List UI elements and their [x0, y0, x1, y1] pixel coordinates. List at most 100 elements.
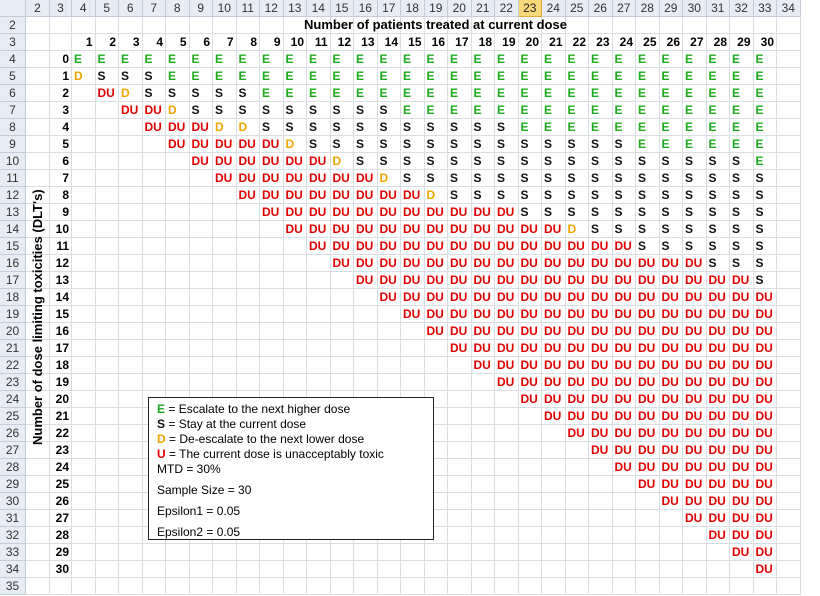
grid-cell[interactable] — [377, 306, 401, 323]
grid-cell[interactable] — [424, 442, 448, 459]
grid-cell[interactable] — [518, 510, 542, 527]
grid-cell[interactable] — [236, 17, 260, 34]
grid-cell[interactable] — [95, 476, 119, 493]
grid-cell[interactable] — [142, 323, 166, 340]
row-header-30[interactable]: 30 — [0, 493, 26, 510]
grid-cell[interactable] — [260, 289, 284, 306]
column-header-11[interactable]: 11 — [236, 0, 260, 17]
grid-cell[interactable] — [72, 85, 96, 102]
grid-cell[interactable] — [142, 221, 166, 238]
grid-cell[interactable] — [166, 255, 190, 272]
grid-cell[interactable] — [95, 459, 119, 476]
grid-cell[interactable] — [26, 340, 50, 357]
grid-cell[interactable] — [777, 510, 801, 527]
row-header-10[interactable]: 10 — [0, 153, 26, 170]
grid-cell[interactable] — [26, 408, 50, 425]
grid-cell[interactable] — [95, 425, 119, 442]
grid-cell[interactable] — [72, 357, 96, 374]
grid-cell[interactable] — [636, 544, 660, 561]
grid-cell[interactable] — [424, 357, 448, 374]
grid-cell[interactable] — [119, 374, 143, 391]
grid-cell[interactable] — [307, 340, 331, 357]
grid-cell[interactable] — [448, 493, 472, 510]
grid-cell[interactable] — [518, 561, 542, 578]
grid-cell[interactable] — [659, 527, 683, 544]
grid-cell[interactable] — [377, 374, 401, 391]
grid-cell[interactable] — [189, 289, 213, 306]
column-header-20[interactable]: 20 — [448, 0, 472, 17]
row-header-13[interactable]: 13 — [0, 204, 26, 221]
grid-cell[interactable] — [542, 476, 566, 493]
grid-cell[interactable] — [166, 323, 190, 340]
grid-cell[interactable] — [95, 408, 119, 425]
grid-cell[interactable] — [518, 408, 542, 425]
grid-cell[interactable] — [565, 578, 589, 595]
grid-cell[interactable] — [636, 578, 660, 595]
grid-cell[interactable] — [330, 272, 354, 289]
grid-cell[interactable] — [26, 442, 50, 459]
grid-cell[interactable] — [50, 34, 72, 51]
grid-cell[interactable] — [471, 425, 495, 442]
grid-cell[interactable] — [119, 578, 143, 595]
grid-cell[interactable] — [354, 357, 378, 374]
row-header-23[interactable]: 23 — [0, 374, 26, 391]
grid-cell[interactable] — [777, 323, 801, 340]
grid-cell[interactable] — [377, 17, 401, 34]
grid-cell[interactable] — [448, 408, 472, 425]
column-header-33[interactable]: 33 — [753, 0, 777, 17]
grid-cell[interactable] — [448, 442, 472, 459]
grid-cell[interactable] — [424, 578, 448, 595]
grid-cell[interactable] — [26, 221, 50, 238]
grid-cell[interactable] — [777, 289, 801, 306]
grid-cell[interactable] — [95, 221, 119, 238]
grid-cell[interactable] — [166, 374, 190, 391]
row-header-17[interactable]: 17 — [0, 272, 26, 289]
grid-cell[interactable] — [777, 17, 801, 34]
grid-cell[interactable] — [213, 289, 237, 306]
column-header-2[interactable]: 2 — [26, 0, 50, 17]
column-header-30[interactable]: 30 — [683, 0, 707, 17]
grid-cell[interactable] — [307, 374, 331, 391]
grid-cell[interactable] — [283, 357, 307, 374]
grid-cell[interactable] — [283, 340, 307, 357]
grid-cell[interactable] — [213, 323, 237, 340]
grid-cell[interactable] — [236, 323, 260, 340]
grid-cell[interactable] — [166, 357, 190, 374]
grid-cell[interactable] — [283, 374, 307, 391]
grid-cell[interactable] — [142, 255, 166, 272]
grid-cell[interactable] — [95, 170, 119, 187]
row-header-12[interactable]: 12 — [0, 187, 26, 204]
grid-cell[interactable] — [777, 561, 801, 578]
column-header-7[interactable]: 7 — [142, 0, 166, 17]
row-header-26[interactable]: 26 — [0, 425, 26, 442]
grid-cell[interactable] — [777, 408, 801, 425]
grid-cell[interactable] — [542, 578, 566, 595]
row-header-6[interactable]: 6 — [0, 85, 26, 102]
grid-cell[interactable] — [518, 17, 542, 34]
grid-cell[interactable] — [777, 204, 801, 221]
grid-cell[interactable] — [683, 544, 707, 561]
grid-cell[interactable] — [95, 204, 119, 221]
row-header-33[interactable]: 33 — [0, 544, 26, 561]
column-header-3[interactable]: 3 — [50, 0, 72, 17]
grid-cell[interactable] — [424, 544, 448, 561]
grid-cell[interactable] — [119, 476, 143, 493]
grid-cell[interactable] — [119, 136, 143, 153]
grid-cell[interactable] — [95, 136, 119, 153]
grid-cell[interactable] — [213, 187, 237, 204]
grid-cell[interactable] — [589, 459, 613, 476]
grid-cell[interactable] — [401, 357, 425, 374]
grid-cell[interactable] — [119, 561, 143, 578]
grid-cell[interactable] — [495, 408, 519, 425]
grid-cell[interactable] — [401, 544, 425, 561]
grid-cell[interactable] — [166, 544, 190, 561]
grid-cell[interactable] — [471, 408, 495, 425]
grid-cell[interactable] — [260, 306, 284, 323]
grid-cell[interactable] — [283, 323, 307, 340]
grid-cell[interactable] — [636, 561, 660, 578]
grid-cell[interactable] — [518, 459, 542, 476]
column-header-19[interactable]: 19 — [424, 0, 448, 17]
grid-cell[interactable] — [95, 102, 119, 119]
grid-cell[interactable] — [424, 476, 448, 493]
row-header-35[interactable]: 35 — [0, 578, 26, 595]
